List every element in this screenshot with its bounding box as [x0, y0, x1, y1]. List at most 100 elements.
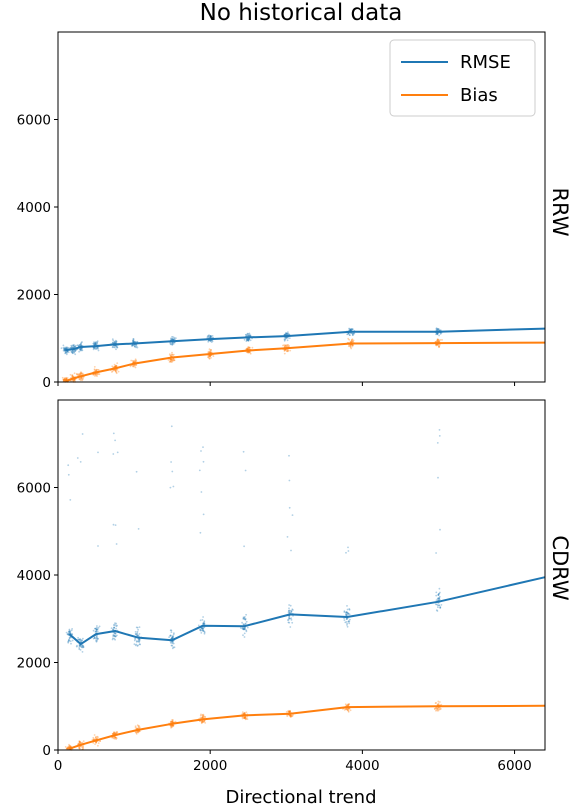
scatter-point [112, 432, 115, 435]
scatter-point [99, 740, 101, 742]
scatter-point [285, 337, 288, 339]
scatter-point [243, 628, 245, 630]
scatter-point [170, 358, 173, 361]
scatter-point [172, 338, 175, 341]
scatter-point [438, 340, 440, 343]
scatter-point [201, 626, 204, 629]
scatter-point [172, 358, 175, 361]
scatter-point [115, 732, 118, 734]
series-line-bias [65, 341, 546, 383]
scatter-point [67, 746, 69, 749]
scatter-point [170, 338, 173, 341]
scatter-point [115, 625, 118, 628]
scatter-point [71, 375, 74, 377]
scatter-point [347, 709, 349, 712]
scatter-point [289, 715, 292, 717]
scatter-point [81, 433, 84, 435]
scatter-point [282, 344, 284, 347]
scatter-point [70, 346, 73, 349]
scatter-point [286, 349, 289, 352]
scatter-point [130, 359, 133, 362]
scatter-point [63, 379, 66, 381]
scatter-point [169, 720, 172, 723]
scatter-point [351, 340, 353, 343]
scatter-point [289, 617, 291, 620]
scatter-point [114, 365, 117, 367]
scatter-point [346, 605, 348, 607]
scatter-point [136, 724, 139, 727]
scatter-point [438, 346, 440, 349]
scatter-point [288, 616, 290, 618]
scatter-point [243, 712, 246, 714]
legend: RMSE Bias [389, 39, 536, 117]
scatter-point [243, 712, 246, 714]
scatter-point [77, 742, 80, 745]
scatter-point [288, 611, 291, 613]
scatter-point [284, 344, 287, 347]
scatter-point [349, 329, 352, 331]
scatter-point [200, 722, 203, 725]
scatter-point [209, 340, 212, 342]
scatter-point [201, 629, 204, 632]
scatter-point [243, 616, 246, 619]
scatter-point [173, 646, 176, 649]
scatter-point [244, 628, 246, 631]
scatter-point [81, 646, 84, 649]
scatter-point [348, 328, 351, 330]
scatter-point [115, 364, 117, 367]
scatter-point [171, 343, 174, 346]
scatter-point [74, 350, 76, 353]
scatter-point [247, 346, 250, 349]
scatter-point [79, 349, 82, 352]
scatter-point [346, 708, 349, 711]
scatter-point [169, 358, 172, 361]
scatter-point [93, 734, 96, 736]
scatter-point [82, 372, 84, 375]
scatter-point [436, 343, 439, 346]
scatter-point [99, 740, 102, 742]
scatter-point [289, 349, 292, 352]
scatter-point [79, 371, 82, 374]
scatter-point [244, 716, 247, 719]
scatter-point [435, 709, 437, 712]
scatter-point [283, 338, 286, 341]
scatter-point [243, 717, 246, 719]
scatter-point [73, 350, 76, 353]
scatter-point [129, 365, 132, 368]
scatter-point [204, 716, 207, 719]
scatter-point [173, 359, 176, 361]
scatter-point [199, 619, 202, 622]
scatter-point [169, 358, 171, 361]
scatter-point [95, 369, 98, 372]
scatter-point [67, 464, 70, 467]
scatter-point [172, 343, 175, 345]
scatter-point [437, 338, 440, 341]
scatter-point [200, 721, 203, 724]
scatter-point [134, 633, 137, 635]
scatter-point [114, 638, 116, 641]
scatter-point [72, 375, 75, 378]
scatter-point [95, 343, 97, 346]
scatter-point [283, 352, 286, 355]
scatter-point [438, 604, 440, 607]
scatter-point [112, 628, 115, 631]
scatter-point [435, 340, 438, 343]
scatter-point [347, 612, 350, 615]
scatter-point [115, 340, 118, 343]
scatter-point [116, 346, 119, 349]
scatter-point [73, 379, 76, 382]
scatter-point [168, 636, 171, 639]
scatter-point [80, 645, 82, 648]
scatter-point [348, 608, 351, 610]
scatter-point [243, 712, 246, 715]
scatter-point [248, 346, 251, 349]
scatter-point [284, 332, 287, 334]
scatter-point [286, 536, 289, 538]
scatter-point [75, 645, 78, 648]
y-tick-label: 4000 [17, 568, 51, 584]
series-line-rmse [68, 576, 546, 646]
scatter-point [208, 350, 211, 353]
scatter-point [436, 708, 439, 711]
scatter-point [290, 609, 293, 612]
scatter-point [287, 350, 290, 353]
